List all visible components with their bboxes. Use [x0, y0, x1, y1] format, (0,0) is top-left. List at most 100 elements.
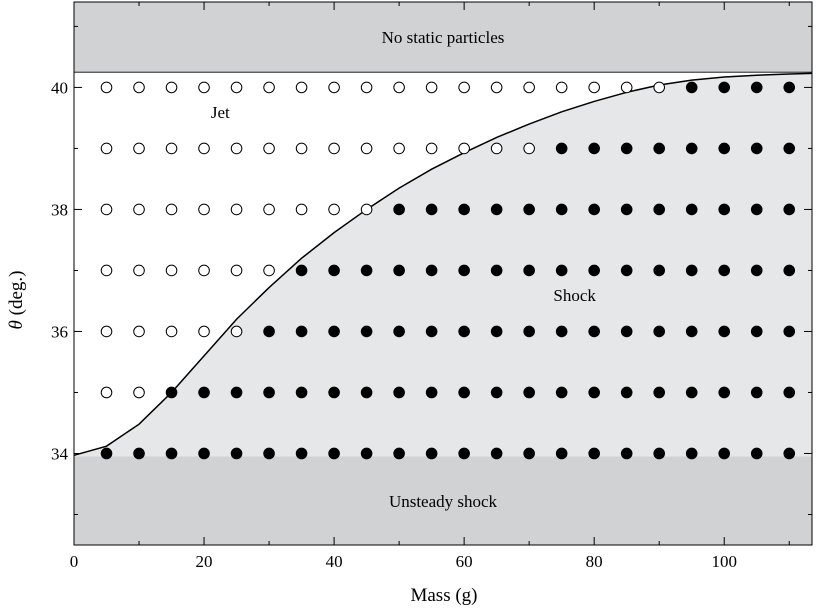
shock-point: [523, 325, 535, 338]
x-tick-label: 80: [586, 552, 603, 571]
x-axis-title: Mass (g): [410, 585, 477, 606]
jet-point: [523, 81, 535, 94]
jet-point: [263, 81, 275, 94]
region-band-unsteady-shock: [74, 456, 812, 545]
shock-point: [165, 447, 178, 460]
shock-point: [198, 447, 210, 460]
y-axis-symbol: θ: [6, 320, 27, 329]
shock-point: [620, 142, 633, 155]
shock-point: [750, 386, 763, 399]
jet-point: [100, 386, 113, 399]
y-tick-label: 36: [51, 322, 68, 341]
shock-point: [523, 447, 535, 460]
region-labels: No static particles Unsteady shock Jet Shoc…: [211, 28, 597, 511]
shock-point: [685, 81, 698, 94]
shock-point: [328, 386, 340, 399]
jet-point: [100, 264, 113, 277]
ticks: [73, 2, 812, 545]
shock-point: [750, 81, 763, 94]
shock-point: [523, 264, 535, 277]
shock-point: [750, 142, 763, 155]
shock-point: [588, 386, 600, 399]
shock-point: [490, 447, 503, 460]
shock-point: [393, 386, 405, 399]
shock-point: [328, 325, 340, 338]
shock-point: [685, 142, 698, 155]
shock-point: [718, 447, 731, 460]
shock-point: [360, 447, 373, 460]
shock-point: [718, 325, 731, 338]
shock-point: [458, 264, 470, 277]
shock-point: [750, 264, 763, 277]
jet-point: [263, 142, 275, 155]
shock-point: [653, 325, 665, 338]
jet-point: [490, 142, 503, 155]
shock-point: [555, 447, 568, 460]
jet-point: [133, 203, 145, 216]
jet-point: [360, 142, 373, 155]
jet-point: [100, 325, 113, 338]
jet-point: [328, 81, 340, 94]
y-axis-title-rest: (deg.): [6, 271, 27, 321]
shock-point: [198, 386, 210, 399]
jet-point: [133, 81, 145, 94]
region-band-no-static-particles: [74, 2, 812, 73]
jet-point: [230, 81, 243, 94]
shock-point: [750, 447, 763, 460]
jet-point: [133, 325, 145, 338]
shock-point: [295, 264, 308, 277]
shock-point: [458, 325, 470, 338]
shock-point: [425, 386, 438, 399]
data-points: [100, 81, 796, 460]
shock-point: [490, 264, 503, 277]
shock-point: [263, 447, 275, 460]
shock-point: [263, 386, 275, 399]
shock-point: [588, 325, 600, 338]
jet-point: [328, 203, 340, 216]
regions: [74, 2, 812, 545]
jet-point: [133, 386, 145, 399]
shock-point: [458, 447, 470, 460]
jet-point: [230, 325, 243, 338]
shock-point: [653, 142, 665, 155]
shock-point: [685, 203, 698, 216]
shock-point: [620, 447, 633, 460]
jet-point: [425, 81, 438, 94]
shock-point: [425, 203, 438, 216]
annotation-jet: Jet: [211, 103, 230, 122]
shock-point: [425, 447, 438, 460]
shock-point: [523, 386, 535, 399]
jet-point: [133, 264, 145, 277]
shock-point: [783, 264, 796, 277]
shock-point: [263, 325, 275, 338]
jet-point: [198, 264, 210, 277]
y-tick-label: 34: [51, 444, 69, 463]
jet-point: [133, 142, 145, 155]
boundary-curve-group: [73, 72, 813, 457]
jet-point: [263, 264, 275, 277]
shock-point: [555, 325, 568, 338]
shock-point: [620, 386, 633, 399]
jet-point: [295, 81, 308, 94]
jet-point: [653, 81, 665, 94]
shock-point: [750, 203, 763, 216]
shock-point: [620, 203, 633, 216]
shock-point: [555, 386, 568, 399]
region-label-no-static-particles: No static particles: [382, 28, 505, 47]
jet-point: [490, 81, 503, 94]
shock-point: [100, 447, 113, 460]
jet-point: [620, 81, 633, 94]
plot-frame: [73, 1, 813, 546]
y-tick-label: 38: [51, 200, 68, 219]
shock-point: [783, 81, 796, 94]
jet-point: [295, 203, 308, 216]
shock-point: [360, 264, 373, 277]
shock-point: [685, 386, 698, 399]
shock-point: [393, 447, 405, 460]
jet-point: [393, 81, 405, 94]
jet-point: [360, 203, 373, 216]
shock-point: [490, 325, 503, 338]
jet-point: [425, 142, 438, 155]
shock-point: [620, 325, 633, 338]
